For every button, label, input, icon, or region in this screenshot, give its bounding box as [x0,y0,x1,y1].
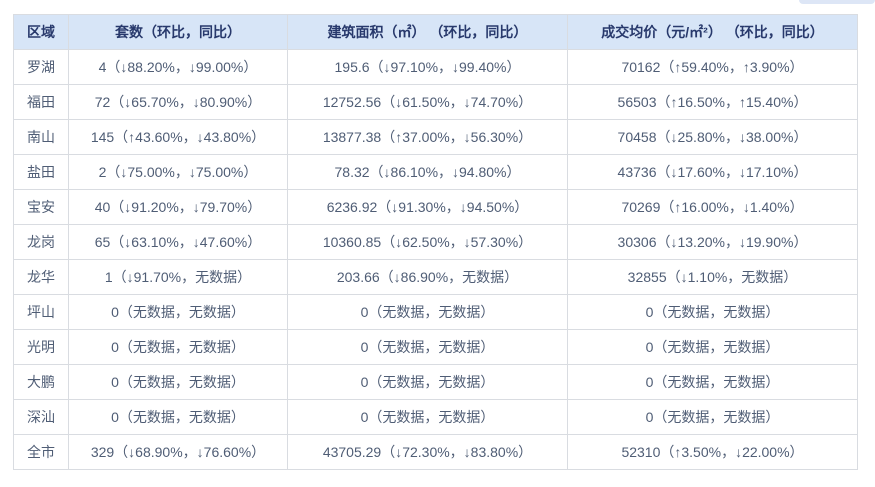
area-cell: 43705.29（↓72.30%，↓83.80%） [287,434,568,470]
units-cell: 2（↓75.00%，↓75.00%） [68,154,288,190]
area-cell: 78.32（↓86.10%，↓94.80%） [287,154,568,190]
area-cell: 0（无数据，无数据） [287,294,568,330]
table-row: 全市 329（↓68.90%，↓76.60%） 43705.29（↓72.30%… [13,434,858,470]
price-cell: 70269（↑16.00%，↓1.40%） [567,189,858,225]
units-cell: 65（↓63.10%，↓47.60%） [68,224,288,260]
price-cell: 30306（↓13.20%，↓19.90%） [567,224,858,260]
table-header: 区域 套数（环比，同比） 建筑面积（㎡） （环比，同比） 成交均价（元/㎡²） … [13,14,858,50]
district-transactions-table: 区域 套数（环比，同比） 建筑面积（㎡） （环比，同比） 成交均价（元/㎡²） … [13,14,858,470]
table-row: 南山 145（↑43.60%，↓43.80%） 13877.38（↑37.00%… [13,119,858,155]
table-row: 龙华 1（↓91.70%，无数据） 203.66（↓86.90%，无数据） 32… [13,259,858,295]
region-cell: 深汕 [13,399,69,435]
price-cell: 52310（↑3.50%，↓22.00%） [567,434,858,470]
area-cell: 12752.56（↓61.50%，↓74.70%） [287,84,568,120]
units-cell: 4（↓88.20%，↓99.00%） [68,49,288,85]
units-cell: 145（↑43.60%，↓43.80%） [68,119,288,155]
region-cell: 大鹏 [13,364,69,400]
units-cell: 40（↓91.20%，↓79.70%） [68,189,288,225]
top-right-decoration-strip [799,0,875,4]
area-cell: 13877.38（↑37.00%，↓56.30%） [287,119,568,155]
column-header-region: 区域 [13,14,69,50]
units-cell: 0（无数据，无数据） [68,329,288,365]
price-cell: 0（无数据，无数据） [567,364,858,400]
price-cell: 56503（↑16.50%，↑15.40%） [567,84,858,120]
units-cell: 1（↓91.70%，无数据） [68,259,288,295]
region-cell: 光明 [13,329,69,365]
region-cell: 宝安 [13,189,69,225]
header-row: 区域 套数（环比，同比） 建筑面积（㎡） （环比，同比） 成交均价（元/㎡²） … [13,14,858,50]
region-cell: 龙岗 [13,224,69,260]
region-cell: 南山 [13,119,69,155]
units-cell: 0（无数据，无数据） [68,294,288,330]
table-row: 宝安 40（↓91.20%，↓79.70%） 6236.92（↓91.30%，↓… [13,189,858,225]
price-cell: 43736（↓17.60%，↓17.10%） [567,154,858,190]
table-row: 坪山 0（无数据，无数据） 0（无数据，无数据） 0（无数据，无数据） [13,294,858,330]
table-row: 深汕 0（无数据，无数据） 0（无数据，无数据） 0（无数据，无数据） [13,399,858,435]
table-row: 光明 0（无数据，无数据） 0（无数据，无数据） 0（无数据，无数据） [13,329,858,365]
price-cell: 70458（↓25.80%，↓38.00%） [567,119,858,155]
area-cell: 0（无数据，无数据） [287,364,568,400]
units-cell: 72（↓65.70%，↓80.90%） [68,84,288,120]
area-cell: 10360.85（↓62.50%，↓57.30%） [287,224,568,260]
region-cell: 全市 [13,434,69,470]
region-cell: 盐田 [13,154,69,190]
price-cell: 0（无数据，无数据） [567,329,858,365]
units-cell: 0（无数据，无数据） [68,399,288,435]
area-cell: 0（无数据，无数据） [287,399,568,435]
region-cell: 福田 [13,84,69,120]
column-header-area: 建筑面积（㎡） （环比，同比） [287,14,568,50]
column-header-price: 成交均价（元/㎡²） （环比，同比） [567,14,858,50]
units-cell: 0（无数据，无数据） [68,364,288,400]
area-cell: 203.66（↓86.90%，无数据） [287,259,568,295]
region-cell: 坪山 [13,294,69,330]
table-row: 盐田 2（↓75.00%，↓75.00%） 78.32（↓86.10%，↓94.… [13,154,858,190]
price-cell: 32855（↓1.10%，无数据） [567,259,858,295]
price-cell: 0（无数据，无数据） [567,399,858,435]
table-row: 福田 72（↓65.70%，↓80.90%） 12752.56（↓61.50%，… [13,84,858,120]
table-row: 大鹏 0（无数据，无数据） 0（无数据，无数据） 0（无数据，无数据） [13,364,858,400]
table-body: 罗湖 4（↓88.20%，↓99.00%） 195.6（↓97.10%，↓99.… [13,49,858,470]
column-header-units: 套数（环比，同比） [68,14,288,50]
region-cell: 罗湖 [13,49,69,85]
area-cell: 0（无数据，无数据） [287,329,568,365]
price-cell: 70162（↑59.40%，↑3.90%） [567,49,858,85]
units-cell: 329（↓68.90%，↓76.60%） [68,434,288,470]
area-cell: 195.6（↓97.10%，↓99.40%） [287,49,568,85]
region-cell: 龙华 [13,259,69,295]
transactions-table-container: 区域 套数（环比，同比） 建筑面积（㎡） （环比，同比） 成交均价（元/㎡²） … [13,14,858,470]
price-cell: 0（无数据，无数据） [567,294,858,330]
area-cell: 6236.92（↓91.30%，↓94.50%） [287,189,568,225]
table-row: 龙岗 65（↓63.10%，↓47.60%） 10360.85（↓62.50%，… [13,224,858,260]
table-row: 罗湖 4（↓88.20%，↓99.00%） 195.6（↓97.10%，↓99.… [13,49,858,85]
